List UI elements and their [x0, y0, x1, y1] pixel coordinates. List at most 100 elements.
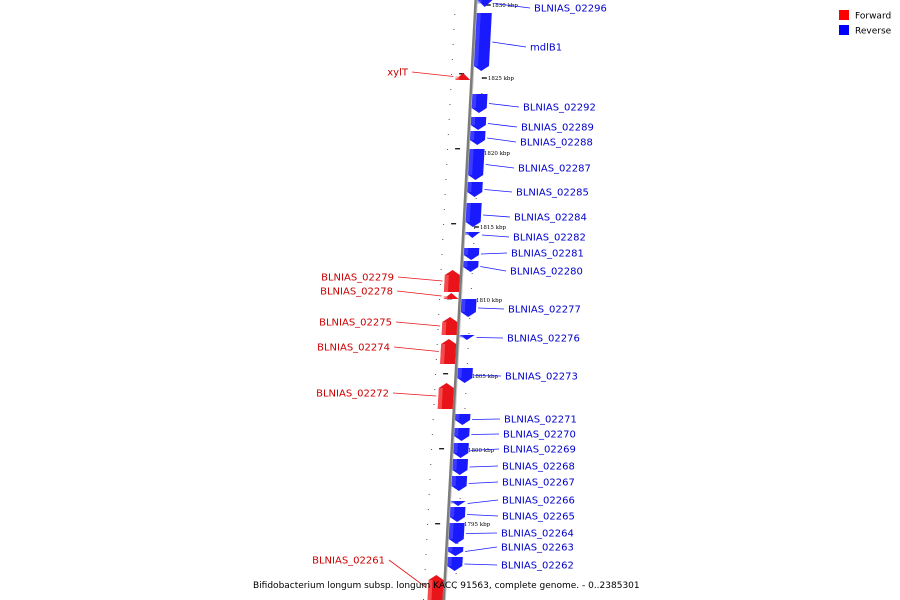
scale-dot [447, 134, 449, 135]
scale-dot [447, 149, 449, 150]
forward-gene: BLNIAS_02278 [320, 287, 459, 299]
scale-dot [439, 299, 441, 300]
reverse-gene-highlight [464, 232, 470, 235]
reverse-gene-leader [467, 514, 499, 517]
reverse-gene: BLNIAS_02285 [467, 182, 589, 199]
reverse-gene-leader [481, 234, 510, 238]
reverse-gene-leader [467, 499, 499, 504]
reverse-gene: BLNIAS_02276 [459, 334, 580, 345]
scale-dot [466, 363, 468, 364]
reverse-gene-highlight [463, 261, 468, 267]
scale-dot [427, 509, 429, 510]
scale-dot [425, 554, 427, 555]
tick-label: 1820 kbp [484, 151, 511, 157]
scale-dot [459, 498, 461, 499]
reverse-gene-label: BLNIAS_02265 [502, 512, 575, 523]
scale-dot [451, 74, 453, 75]
scale-dot [426, 539, 428, 540]
forward-gene: xylT [387, 68, 471, 80]
scale-dot [444, 194, 446, 195]
reverse-gene-highlight [454, 428, 459, 436]
reverse-gene-highlight [448, 523, 454, 539]
reverse-gene-leader [480, 252, 508, 255]
reverse-gene-highlight [470, 131, 475, 140]
reverse-gene-label: BLNIAS_02269 [503, 445, 576, 456]
forward-gene-highlight [440, 344, 446, 364]
scale-dot [437, 329, 439, 330]
reverse-gene: BLNIAS_02289 [470, 117, 594, 134]
scale-dot [448, 119, 450, 120]
reverse-gene-leader [474, 375, 502, 377]
reverse-gene: BLNIAS_02273 [457, 368, 578, 383]
reverse-gene-highlight [455, 414, 460, 420]
scale-dot [481, 93, 483, 94]
reverse-gene-leader [472, 418, 501, 420]
minor-tick [451, 223, 457, 225]
reverse-gene-highlight [463, 248, 469, 255]
scale-dot [467, 348, 469, 349]
reverse-gene-highlight [470, 117, 476, 125]
reverse-gene-label: BLNIAS_02284 [514, 213, 587, 224]
scale-dot [436, 344, 438, 345]
scale-dot [431, 434, 433, 435]
reverse-gene-highlight [473, 13, 481, 66]
legend: Forward Reverse [839, 10, 892, 37]
reverse-gene-leader [492, 41, 527, 48]
scale-dot [445, 179, 447, 180]
forward-gene-leader [396, 290, 442, 297]
backbone [442, 0, 478, 600]
reverse-gene-highlight [447, 557, 452, 566]
reverse-gene-leader [484, 189, 513, 193]
reverse-gene-highlight [453, 443, 458, 453]
scale-dot [468, 333, 470, 334]
forward-gene: BLNIAS_02261 [312, 556, 444, 600]
reverse-gene-label: BLNIAS_02287 [518, 164, 591, 175]
scale-dot [439, 284, 441, 285]
reverse-gene-highlight [465, 203, 471, 222]
scale-dot [475, 198, 477, 199]
reverse-gene-highlight [457, 368, 462, 378]
tick-label: 1815 kbp [480, 225, 507, 231]
reverse-gene-leader [476, 337, 504, 339]
reverse-gene: BLNIAS_02263 [448, 543, 574, 556]
reverse-gene-label: mdlB1 [530, 43, 562, 54]
reverse-gene-leader [465, 546, 498, 552]
reverse-gene: BLNIAS_02267 [451, 476, 575, 491]
reverse-gene-highlight [452, 459, 458, 470]
reverse-gene-label: BLNIAS_02262 [501, 561, 574, 572]
scale-dot [429, 479, 431, 480]
reverse-gene: BLNIAS_02265 [449, 507, 575, 523]
scale-dot [450, 89, 452, 90]
scale-dot [457, 543, 459, 544]
forward-gene-highlight [455, 76, 460, 80]
reverse-gene-leader [480, 266, 507, 272]
scale-dot [435, 359, 437, 360]
reverse-gene-highlight [460, 299, 466, 312]
forward-gene-highlight [443, 296, 448, 299]
forward-gene-leader [392, 392, 437, 397]
scale-dot [474, 228, 476, 229]
scale-dot [473, 243, 475, 244]
forward-gene-label: BLNIAS_02272 [316, 389, 389, 400]
scale-dot [453, 29, 455, 30]
scale-dot [428, 494, 430, 495]
reverse-gene-label: BLNIAS_02264 [501, 529, 574, 540]
reverse-gene-label: BLNIAS_02263 [501, 543, 574, 554]
reverse-gene-leader [485, 164, 515, 169]
scale-dot [454, 14, 456, 15]
scale-dot [465, 393, 467, 394]
reverse-gene: BLNIAS_02269 [453, 443, 576, 458]
reverse-gene: mdlB1 [473, 13, 562, 71]
tick-label: 1795 kbp [464, 522, 491, 528]
scale-dot [440, 269, 442, 270]
reverse-gene-highlight [471, 94, 477, 108]
genome-caption: Bifidobacterium longum subsp. longum KAC… [253, 581, 640, 591]
scale-dot [431, 449, 433, 450]
reverse-gene: BLNIAS_02266 [450, 496, 575, 507]
reverse-genes: BLNIAS_02296 mdlB1 BLNIAS_02292 BLNIAS_0228… [447, 0, 607, 572]
reverse-gene: BLNIAS_02262 [447, 557, 574, 572]
scale-dot [446, 164, 448, 165]
reverse-gene-leader [464, 563, 498, 566]
reverse-gene-highlight [448, 547, 453, 552]
reverse-gene-leader [478, 307, 505, 310]
